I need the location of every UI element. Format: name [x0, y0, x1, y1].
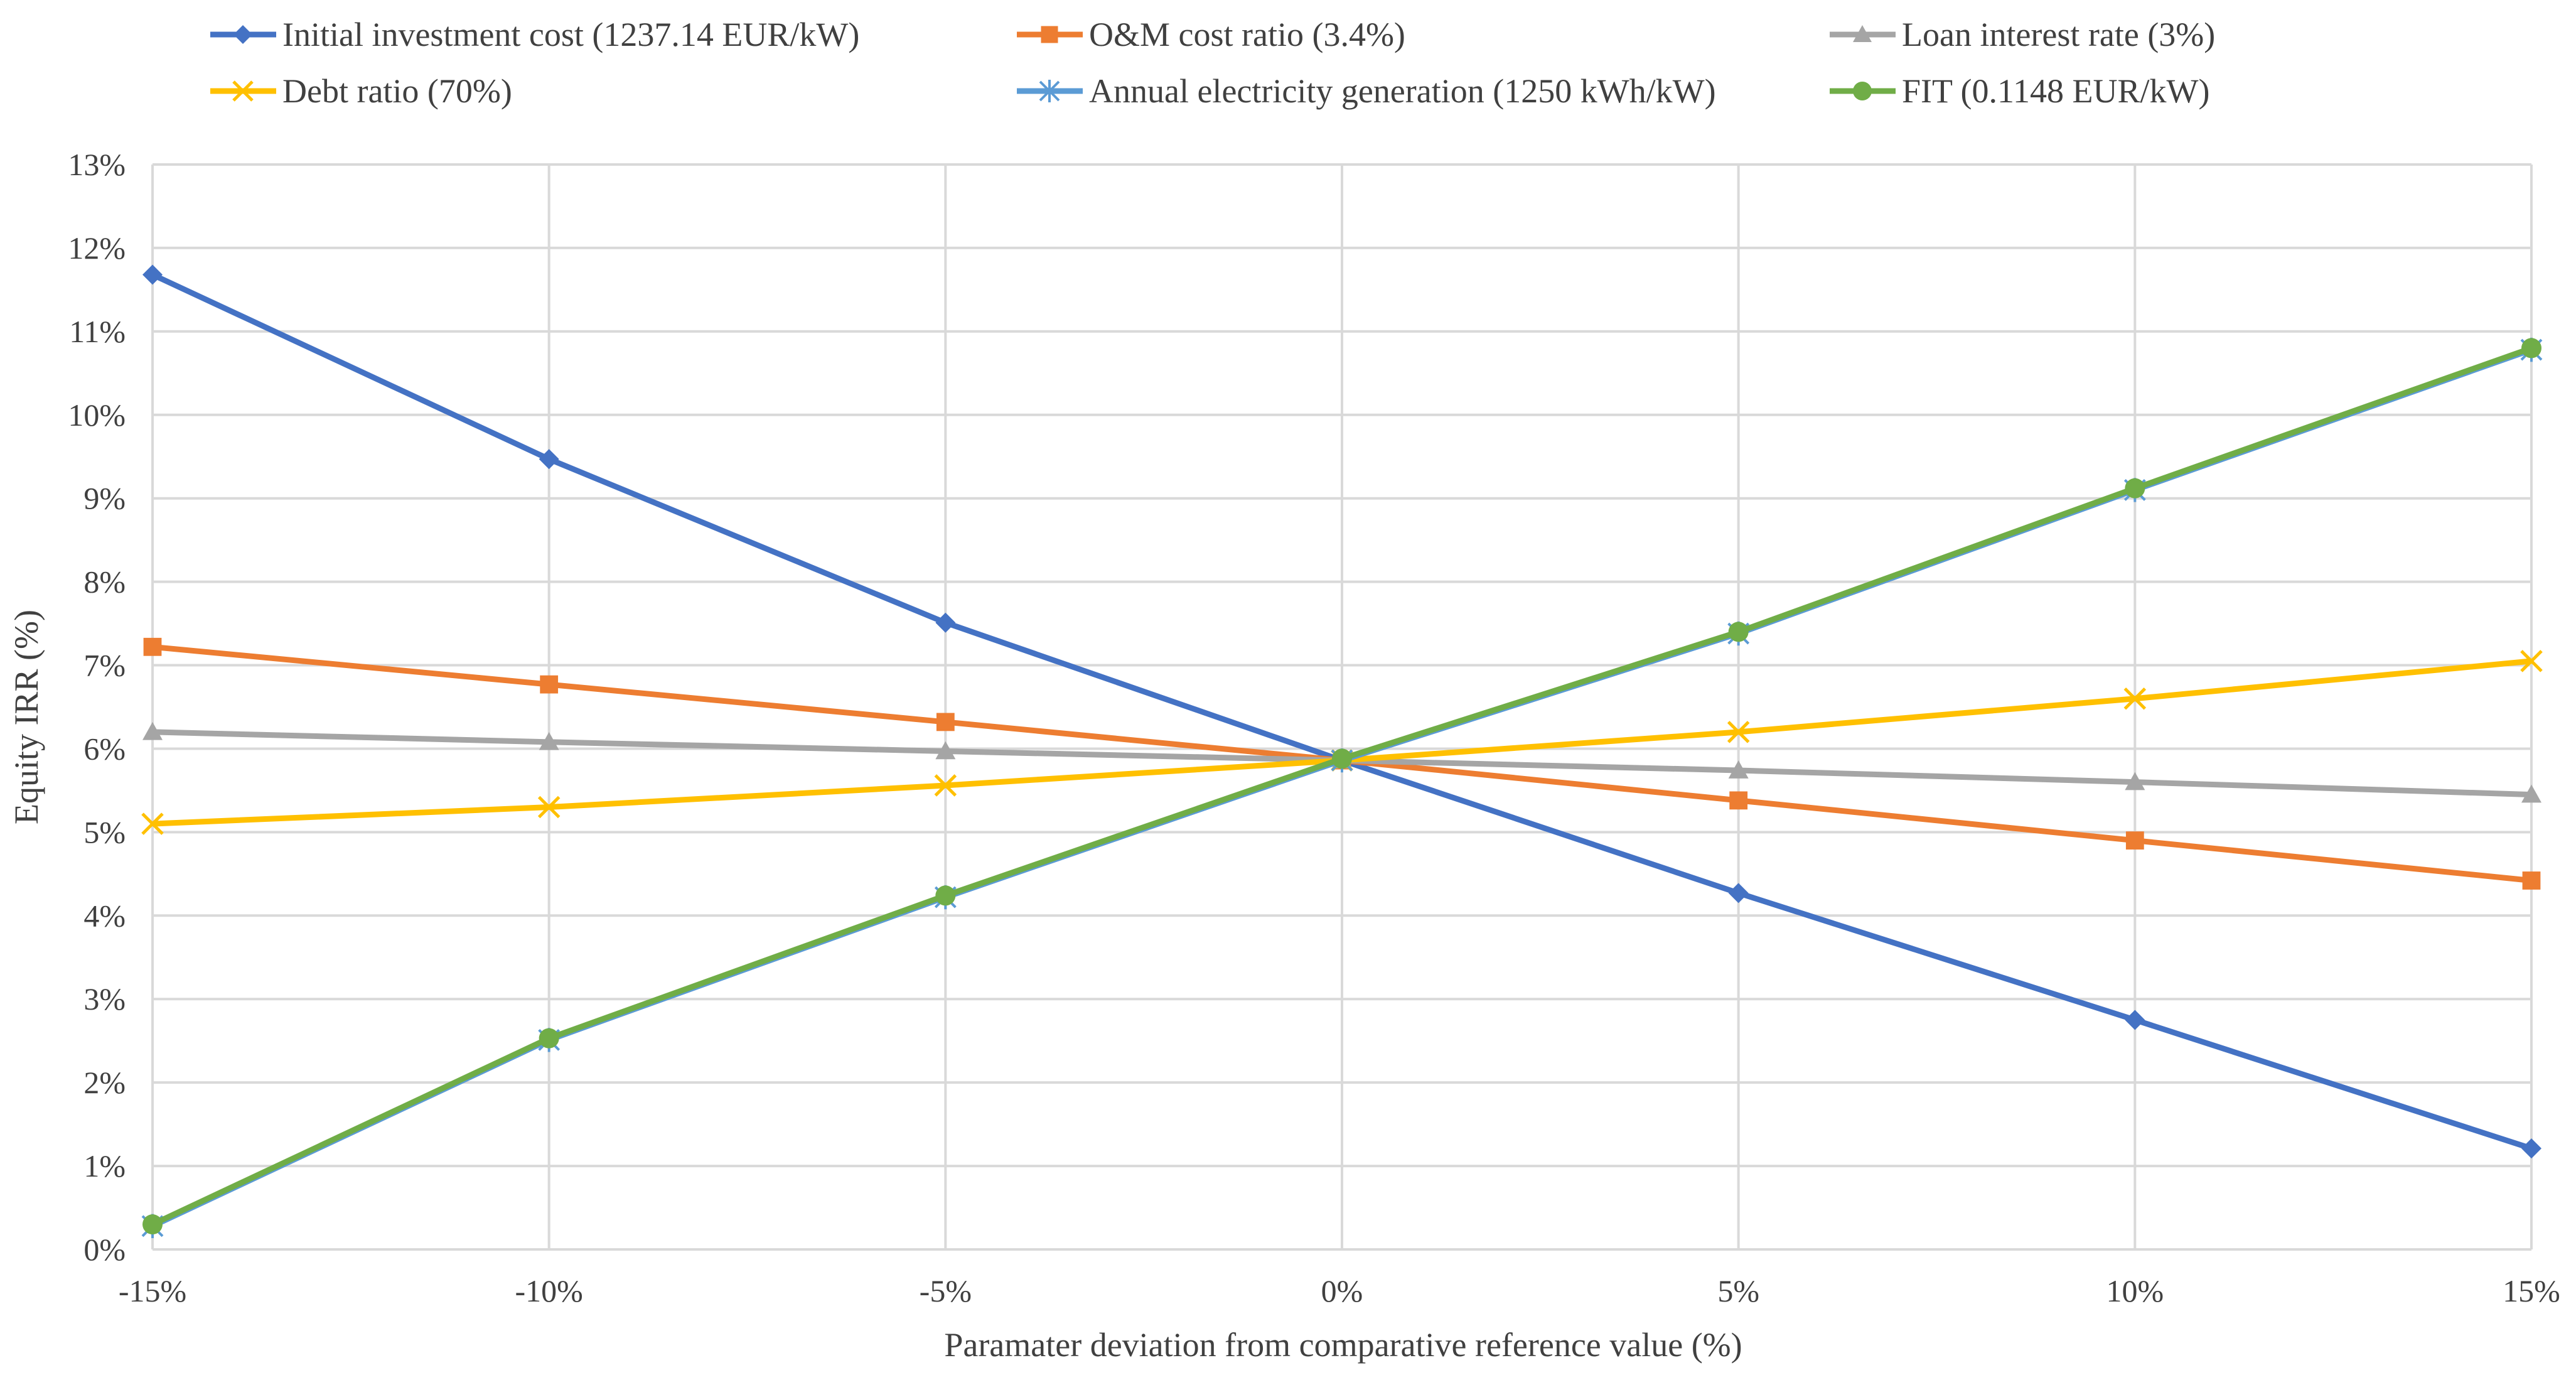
- marker-triangle: [1728, 760, 1749, 779]
- marker-x: [2123, 687, 2147, 710]
- marker-circle: [1728, 622, 1749, 642]
- x-axis-title: Paramater deviation from comparative ref…: [944, 1326, 1742, 1364]
- marker-square: [2125, 831, 2144, 850]
- y-tick-label: 9%: [83, 481, 126, 516]
- y-tick-label: 6%: [83, 731, 126, 766]
- marker-triangle: [2125, 772, 2145, 790]
- x-tick-label: 0%: [1321, 1273, 1363, 1308]
- y-axis-title: Equity IRR (%): [8, 610, 45, 824]
- marker-circle: [2521, 338, 2541, 359]
- marker-square: [143, 637, 162, 656]
- marker-square: [540, 675, 559, 694]
- marker-circle: [935, 885, 956, 906]
- marker-circle: [1853, 82, 1872, 100]
- marker-square: [2522, 871, 2541, 890]
- marker-diamond: [1728, 883, 1749, 903]
- y-axis-ticks: 0% 1% 2% 3% 4% 5% 6% 7% 8% 9% 10% 11% 12% 13%: [68, 147, 126, 1267]
- legend-label: Initial investment cost (1237.14 EUR/kW): [282, 16, 859, 53]
- y-tick-label: 1%: [83, 1148, 126, 1184]
- y-tick-label: 3%: [83, 981, 126, 1016]
- legend-label: Annual electricity generation (1250 kWh/…: [1089, 72, 1716, 110]
- y-tick-label: 8%: [83, 564, 126, 600]
- y-tick-label: 10%: [68, 397, 126, 433]
- legend-entry: O&M cost ratio (3.4%): [1017, 16, 1405, 53]
- marker-triangle: [935, 741, 956, 760]
- y-tick-label: 0%: [83, 1232, 126, 1267]
- marker-circle: [539, 1028, 559, 1049]
- marker-x: [232, 80, 254, 102]
- x-tick-label: 10%: [2106, 1273, 2164, 1308]
- marker-square: [936, 713, 955, 731]
- marker-x: [2520, 650, 2543, 672]
- series-6: [142, 338, 2541, 1235]
- marker-circle: [142, 1214, 163, 1235]
- gridlines: [151, 163, 2533, 1251]
- marker-diamond: [233, 25, 252, 44]
- x-tick-label: -15%: [119, 1273, 186, 1308]
- marker-x: [1727, 721, 1750, 743]
- legend-label: O&M cost ratio (3.4%): [1089, 16, 1405, 53]
- legend-entry: FIT (0.1148 EUR/kW): [1830, 72, 2209, 110]
- y-tick-label: 7%: [83, 648, 126, 683]
- x-axis-ticks: -15% -10% -5% 0% 5% 10% 15%: [119, 1273, 2560, 1308]
- marker-circle: [1332, 748, 1352, 769]
- y-tick-label: 5%: [83, 814, 126, 849]
- legend-entry: Loan interest rate (3%): [1830, 16, 2215, 53]
- legend: Initial investment cost (1237.14 EUR/kW)…: [210, 16, 2215, 110]
- marker-square: [1729, 791, 1748, 810]
- marker-circle: [2125, 478, 2145, 499]
- y-tick-label: 13%: [68, 147, 126, 182]
- legend-label: FIT (0.1148 EUR/kW): [1902, 72, 2209, 110]
- legend-label: Loan interest rate (3%): [1902, 16, 2215, 53]
- marker-diamond: [2521, 1138, 2541, 1159]
- x-tick-label: -10%: [515, 1273, 583, 1308]
- marker-diamond: [2125, 1010, 2145, 1030]
- marker-x: [537, 795, 561, 819]
- y-tick-label: 2%: [83, 1065, 126, 1100]
- legend-entry: Initial investment cost (1237.14 EUR/kW): [210, 16, 859, 53]
- marker-triangle: [539, 731, 559, 750]
- marker-diamond: [539, 449, 559, 470]
- marker-triangle: [2521, 784, 2541, 803]
- x-tick-label: 5%: [1717, 1273, 1759, 1308]
- marker-square: [1041, 26, 1058, 43]
- y-tick-label: 11%: [69, 314, 126, 349]
- series-group: [141, 264, 2543, 1238]
- marker-triangle: [1853, 25, 1872, 42]
- y-tick-label: 4%: [83, 898, 126, 933]
- marker-x: [141, 812, 164, 835]
- x-tick-label: 15%: [2503, 1273, 2560, 1308]
- marker-x: [934, 774, 957, 797]
- x-tick-label: -5%: [920, 1273, 972, 1308]
- legend-label: Debt ratio (70%): [282, 72, 512, 110]
- marker-triangle: [142, 721, 163, 740]
- legend-entry: Annual electricity generation (1250 kWh/…: [1017, 72, 1716, 110]
- marker-diamond: [935, 612, 956, 633]
- legend-entry: Debt ratio (70%): [210, 72, 512, 110]
- marker-asterisk: [1039, 80, 1060, 102]
- marker-diamond: [142, 264, 163, 285]
- y-tick-label: 12%: [68, 230, 126, 266]
